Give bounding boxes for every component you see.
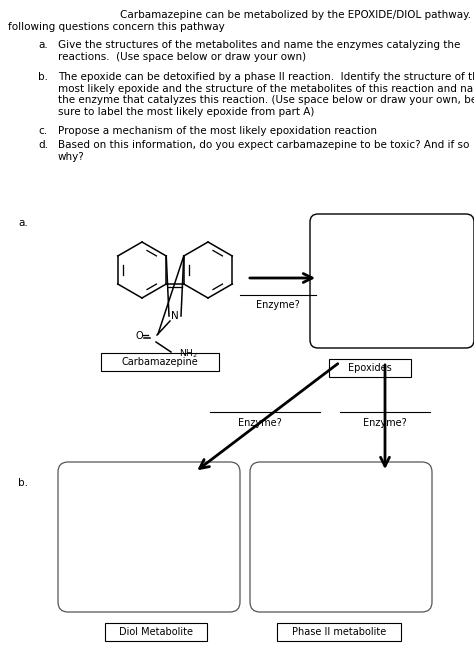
FancyBboxPatch shape: [250, 462, 432, 612]
FancyBboxPatch shape: [105, 623, 207, 641]
Text: Propose a mechanism of the most likely epoxidation reaction: Propose a mechanism of the most likely e…: [58, 126, 377, 136]
Text: Give the structures of the metabolites and name the enzymes catalyzing the
react: Give the structures of the metabolites a…: [58, 40, 460, 62]
FancyBboxPatch shape: [329, 359, 411, 377]
Text: b.: b.: [18, 478, 28, 488]
Text: Based on this information, do you expect carbamazepine to be toxic? And if so
wh: Based on this information, do you expect…: [58, 140, 469, 161]
Text: a.: a.: [38, 40, 48, 50]
Text: O: O: [135, 331, 143, 341]
Text: a.: a.: [18, 218, 28, 228]
Text: b.: b.: [38, 72, 48, 82]
Text: d.: d.: [38, 140, 48, 150]
Text: Phase II metabolite: Phase II metabolite: [292, 627, 386, 637]
Text: Enzyme?: Enzyme?: [256, 300, 300, 310]
Text: following questions concern this pathway: following questions concern this pathway: [8, 22, 225, 32]
Text: Enzyme?: Enzyme?: [363, 418, 407, 428]
Text: Enzyme?: Enzyme?: [238, 418, 282, 428]
FancyBboxPatch shape: [58, 462, 240, 612]
FancyBboxPatch shape: [277, 623, 401, 641]
Text: Carbamazepine can be metabolized by the EPOXIDE/DIOL pathway.  The: Carbamazepine can be metabolized by the …: [120, 10, 474, 20]
Text: Epoxides: Epoxides: [348, 363, 392, 373]
Text: Carbamazepine: Carbamazepine: [122, 357, 199, 367]
FancyBboxPatch shape: [101, 353, 219, 371]
Text: N: N: [171, 311, 179, 321]
FancyBboxPatch shape: [310, 214, 474, 348]
Text: Diol Metabolite: Diol Metabolite: [119, 627, 193, 637]
Text: The epoxide can be detoxified by a phase II reaction.  Identify the structure of: The epoxide can be detoxified by a phase…: [58, 72, 474, 117]
Text: NH$_2$: NH$_2$: [179, 348, 198, 360]
Text: c.: c.: [38, 126, 47, 136]
